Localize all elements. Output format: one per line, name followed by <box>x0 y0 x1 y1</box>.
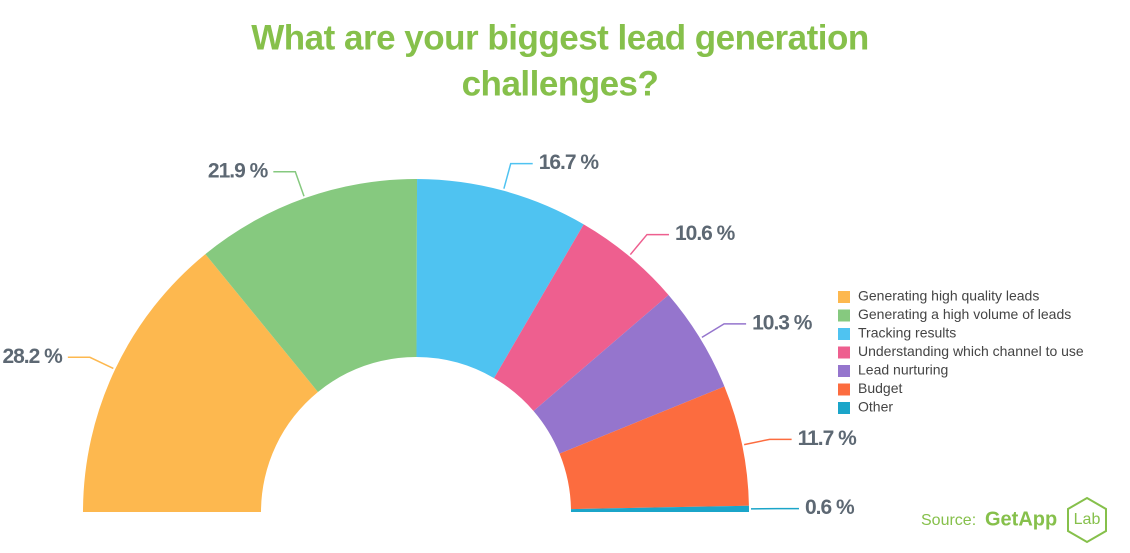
value-label: 11.7 % <box>798 427 858 450</box>
value-label: 21.9 % <box>208 159 269 182</box>
leader-line <box>273 171 305 197</box>
legend-label: Understanding which channel to use <box>858 343 1084 359</box>
slice <box>416 179 584 379</box>
legend-label: Budget <box>858 380 902 396</box>
legend-swatch <box>838 291 850 303</box>
source-label: Source: <box>921 512 976 529</box>
leader-line <box>629 233 669 256</box>
legend-label: Lead nurturing <box>858 362 948 378</box>
legend-label: Other <box>858 399 893 415</box>
badge-hexagon <box>1067 496 1107 544</box>
leader-line <box>67 356 114 370</box>
legend-label: Tracking results <box>858 325 956 341</box>
source-badge: Lab <box>1074 511 1101 528</box>
legend-swatch <box>838 365 850 377</box>
slice <box>494 224 669 411</box>
source-name: GetApp <box>985 508 1057 530</box>
value-label: 0.6 % <box>805 496 855 519</box>
slice <box>205 179 418 392</box>
legend-swatch <box>838 328 850 340</box>
legend-label: Generating a high volume of leads <box>858 306 1071 322</box>
leader-line <box>503 162 533 189</box>
chart-title: challenges? <box>462 64 659 103</box>
slice <box>533 294 725 454</box>
value-label: 10.3 % <box>752 311 813 334</box>
chart-title: What are your biggest lead generation <box>251 18 868 57</box>
slice <box>83 254 318 512</box>
leader-line <box>743 438 792 446</box>
value-label: 16.7 % <box>539 151 600 174</box>
slice <box>570 505 749 512</box>
legend-swatch <box>838 383 850 396</box>
legend-swatch <box>838 309 850 322</box>
value-label: 28.2 % <box>2 345 63 368</box>
leader-line <box>701 323 747 339</box>
slice <box>559 386 749 510</box>
legend-label: Generating high quality leads <box>858 288 1039 304</box>
legend-swatch <box>838 346 850 359</box>
value-label: 10.6 % <box>675 222 736 245</box>
legend-swatch <box>838 402 850 414</box>
